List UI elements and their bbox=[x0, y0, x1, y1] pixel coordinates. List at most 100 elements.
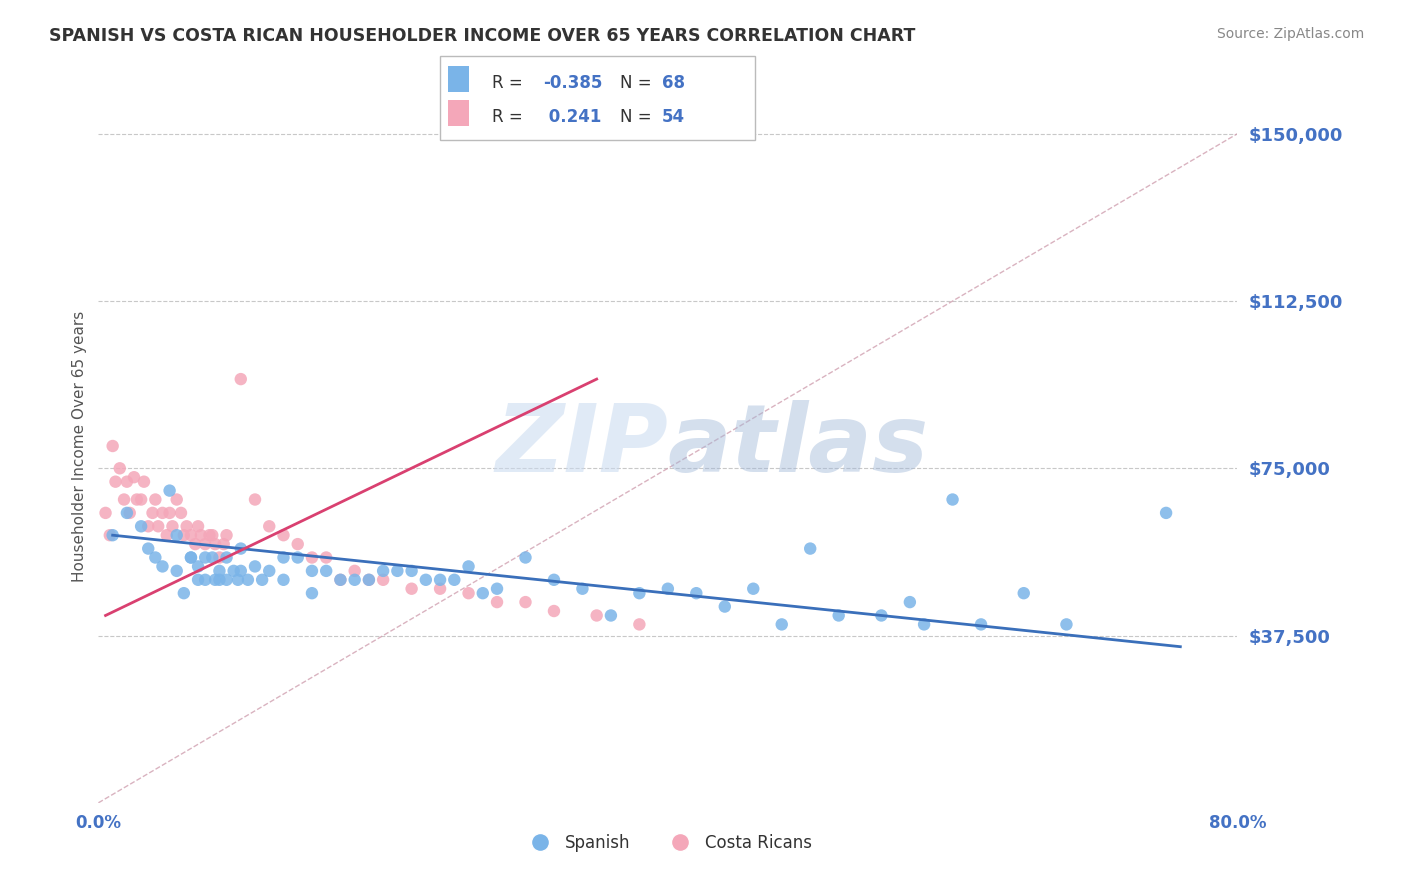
Point bbox=[600, 608, 623, 623]
Point bbox=[357, 573, 380, 587]
Point bbox=[970, 617, 993, 632]
Point bbox=[912, 617, 935, 632]
Point bbox=[415, 573, 437, 587]
Point bbox=[486, 582, 509, 596]
Text: SPANISH VS COSTA RICAN HOUSEHOLDER INCOME OVER 65 YEARS CORRELATION CHART: SPANISH VS COSTA RICAN HOUSEHOLDER INCOM… bbox=[49, 27, 915, 45]
Text: ZIP: ZIP bbox=[495, 400, 668, 492]
Point bbox=[115, 475, 138, 489]
Text: -0.385: -0.385 bbox=[543, 74, 602, 92]
Text: atlas: atlas bbox=[668, 400, 929, 492]
Point bbox=[112, 492, 135, 507]
Point bbox=[301, 586, 323, 600]
Point bbox=[287, 537, 309, 551]
Point bbox=[173, 586, 195, 600]
Point bbox=[184, 537, 207, 551]
Point bbox=[129, 519, 152, 533]
Point bbox=[742, 582, 765, 596]
Point bbox=[828, 608, 851, 623]
Point bbox=[457, 586, 479, 600]
Point bbox=[141, 506, 163, 520]
Point bbox=[401, 582, 423, 596]
Point bbox=[714, 599, 737, 614]
Point bbox=[571, 582, 593, 596]
Point bbox=[198, 528, 221, 542]
Point bbox=[166, 528, 188, 542]
Point bbox=[329, 573, 352, 587]
Point bbox=[457, 559, 479, 574]
Point bbox=[515, 595, 537, 609]
Point bbox=[176, 519, 198, 533]
Point bbox=[315, 550, 337, 565]
Point bbox=[215, 550, 238, 565]
Point bbox=[515, 550, 537, 565]
Point bbox=[1154, 506, 1177, 520]
Point bbox=[201, 528, 224, 542]
Point bbox=[236, 573, 259, 587]
Point bbox=[187, 519, 209, 533]
Point bbox=[104, 475, 127, 489]
Point bbox=[152, 559, 174, 574]
Point bbox=[148, 519, 170, 533]
Point bbox=[273, 528, 295, 542]
Point bbox=[357, 573, 380, 587]
Point bbox=[201, 550, 224, 565]
Point bbox=[108, 461, 131, 475]
Point bbox=[273, 550, 295, 565]
Point bbox=[301, 564, 323, 578]
Point bbox=[145, 550, 167, 565]
Point bbox=[870, 608, 893, 623]
Y-axis label: Householder Income Over 65 years: Householder Income Over 65 years bbox=[72, 310, 87, 582]
Point bbox=[122, 470, 145, 484]
Point bbox=[486, 595, 509, 609]
Point bbox=[387, 564, 409, 578]
Point bbox=[180, 550, 202, 565]
Point bbox=[1012, 586, 1035, 600]
Point bbox=[799, 541, 821, 556]
Point bbox=[136, 519, 159, 533]
Point bbox=[162, 519, 184, 533]
Point bbox=[125, 492, 148, 507]
Point bbox=[543, 604, 565, 618]
Point bbox=[152, 506, 174, 520]
Point bbox=[471, 586, 494, 600]
Text: R =: R = bbox=[492, 108, 529, 126]
Point bbox=[215, 573, 238, 587]
Point bbox=[208, 564, 231, 578]
Text: 68: 68 bbox=[662, 74, 685, 92]
Point bbox=[543, 573, 565, 587]
Point bbox=[1056, 617, 1078, 632]
Point bbox=[343, 573, 366, 587]
Point bbox=[429, 582, 451, 596]
Point bbox=[170, 506, 193, 520]
Point bbox=[222, 564, 245, 578]
Point bbox=[159, 506, 181, 520]
Point bbox=[585, 608, 607, 623]
Point bbox=[187, 559, 209, 574]
Point bbox=[401, 564, 423, 578]
Point bbox=[301, 550, 323, 565]
Point bbox=[204, 573, 226, 587]
Point bbox=[136, 541, 159, 556]
Text: N =: N = bbox=[620, 108, 657, 126]
Point bbox=[180, 550, 202, 565]
Point bbox=[259, 564, 281, 578]
Point bbox=[94, 506, 117, 520]
Point bbox=[373, 564, 395, 578]
Point bbox=[145, 492, 167, 507]
Point bbox=[115, 506, 138, 520]
Point bbox=[118, 506, 141, 520]
Point bbox=[443, 573, 465, 587]
Text: Source: ZipAtlas.com: Source: ZipAtlas.com bbox=[1216, 27, 1364, 41]
Point bbox=[212, 537, 235, 551]
Point bbox=[156, 528, 179, 542]
Point bbox=[166, 492, 188, 507]
Point bbox=[229, 372, 252, 386]
Point bbox=[628, 586, 651, 600]
Point bbox=[250, 573, 273, 587]
Point bbox=[204, 537, 226, 551]
Point bbox=[942, 492, 965, 507]
Point bbox=[329, 573, 352, 587]
Point bbox=[898, 595, 921, 609]
Point bbox=[226, 573, 249, 587]
Text: N =: N = bbox=[620, 74, 657, 92]
